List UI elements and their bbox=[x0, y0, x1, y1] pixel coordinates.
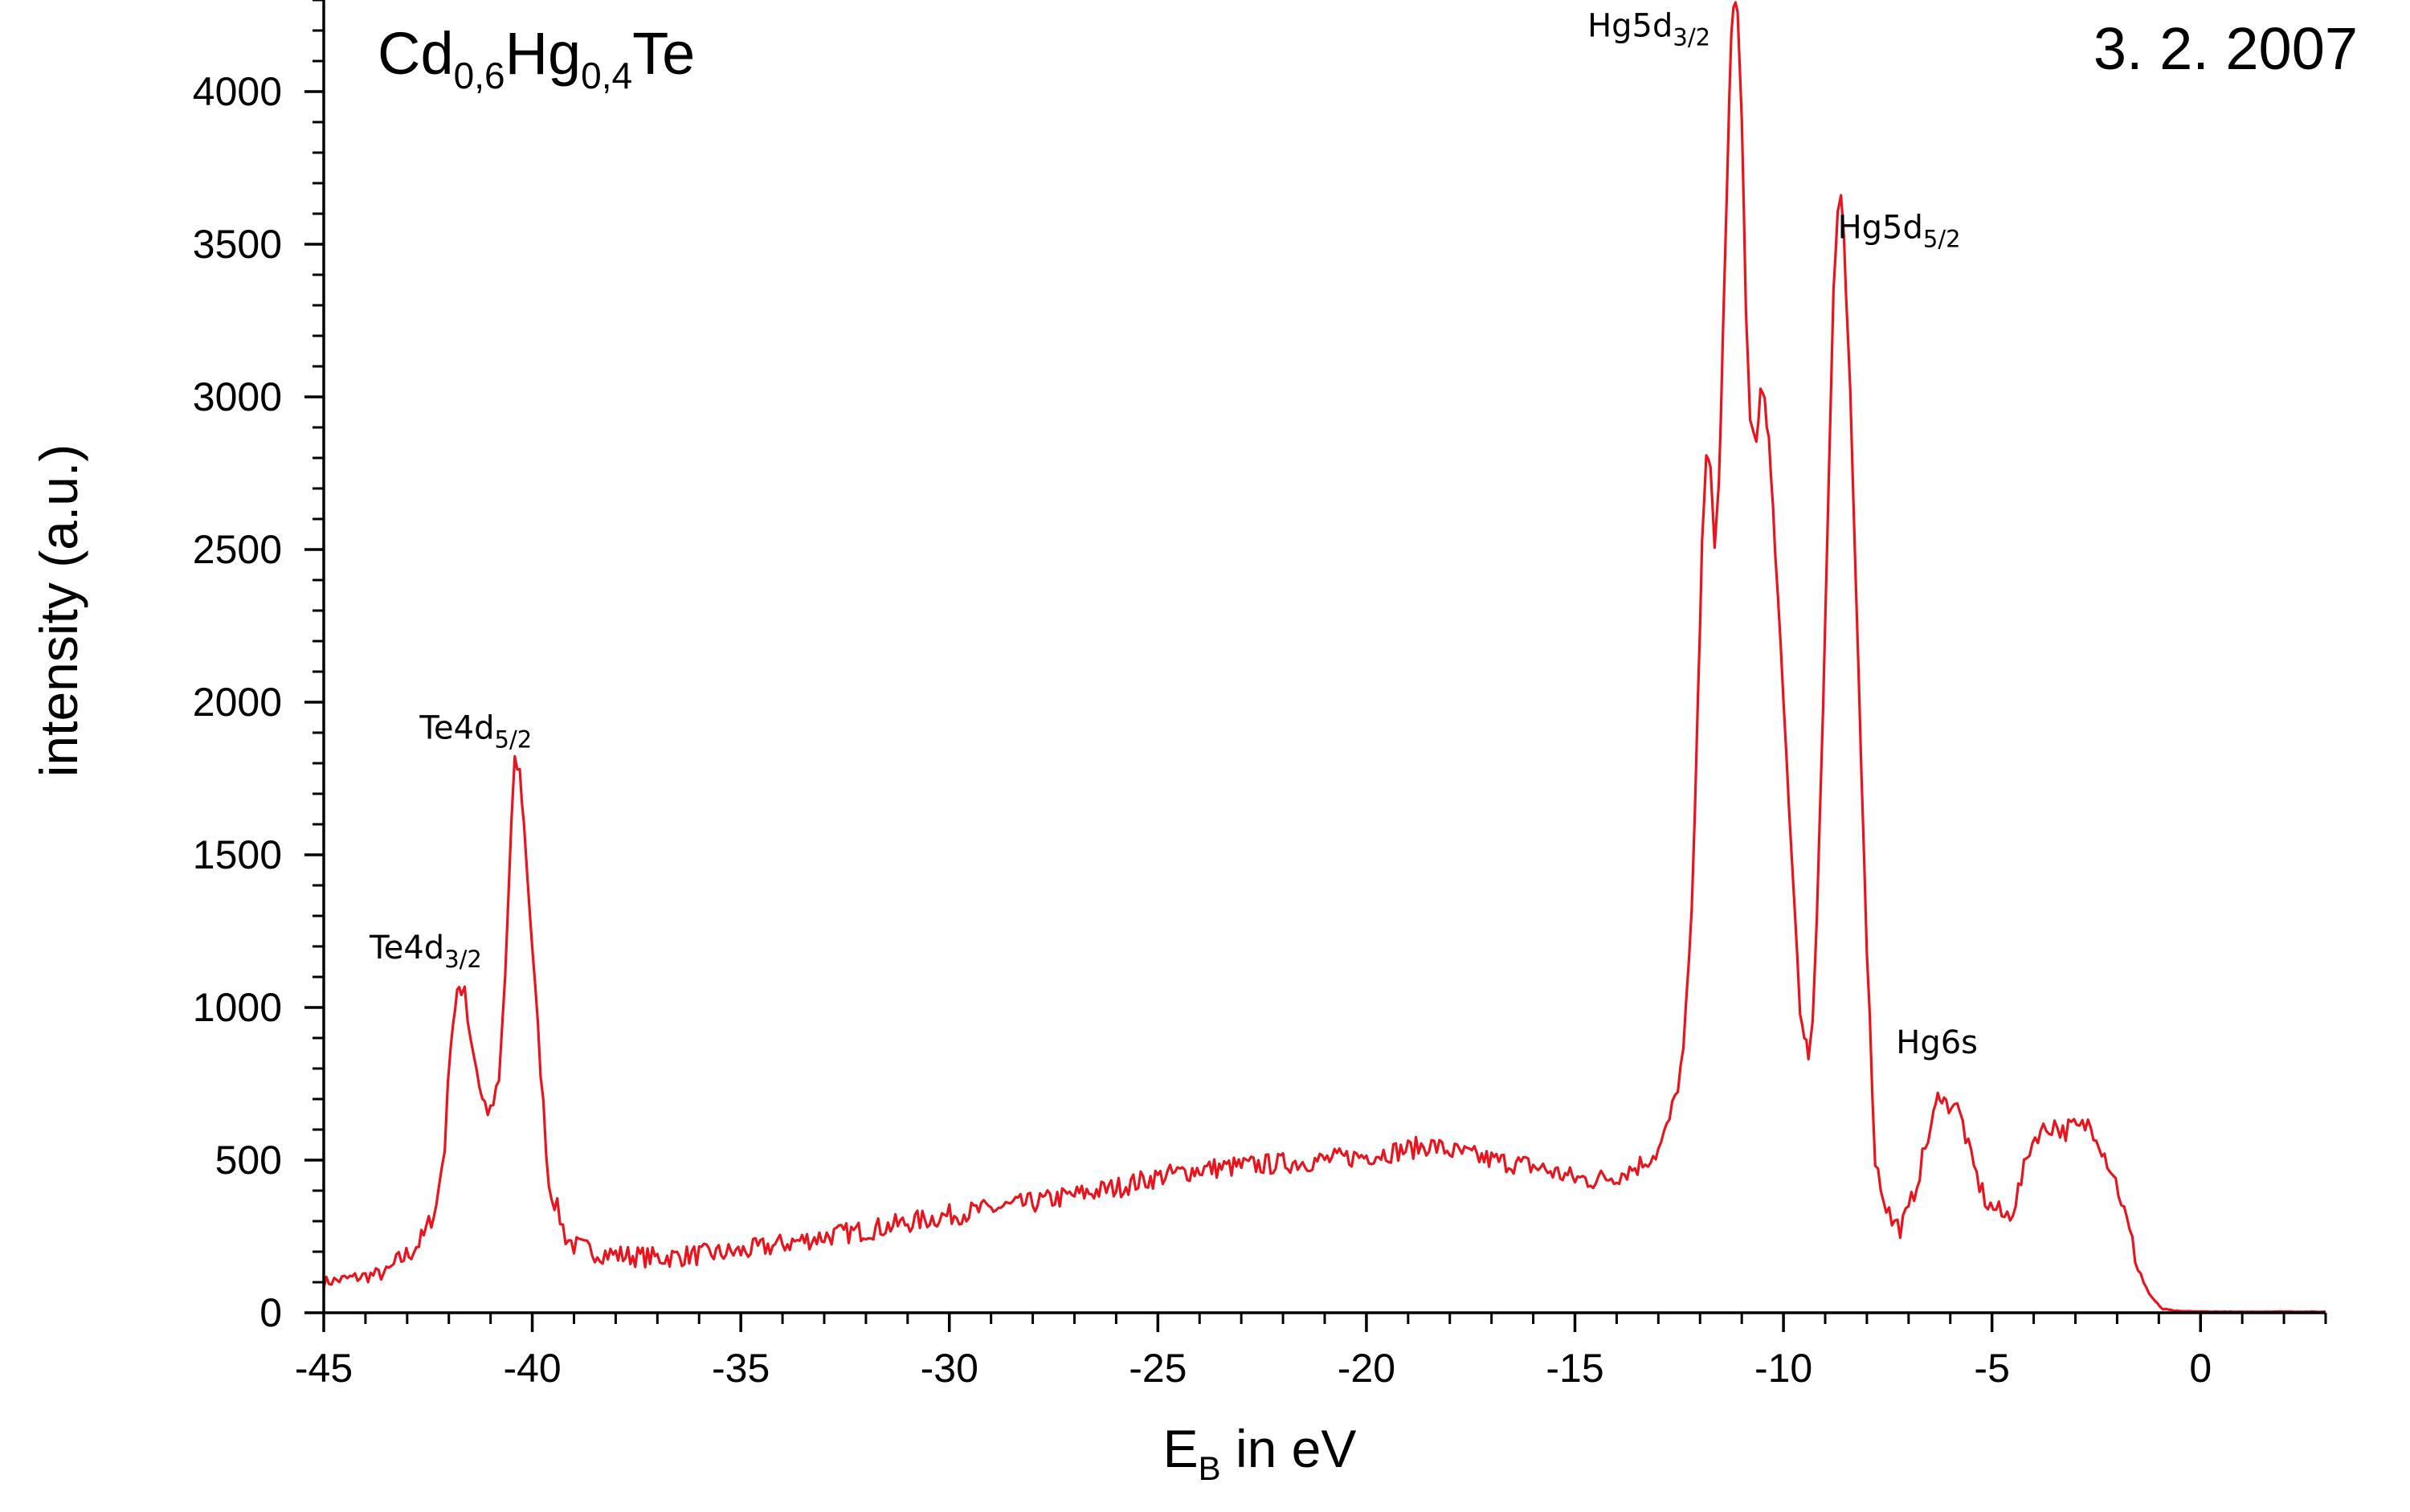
y-tick-label: 2000 bbox=[193, 680, 282, 725]
y-tick-label: 2500 bbox=[193, 527, 282, 572]
x-tick-label: -10 bbox=[1754, 1346, 1812, 1391]
y-tick-label: 0 bbox=[259, 1290, 282, 1335]
y-tick-label: 3000 bbox=[193, 374, 282, 419]
x-tick-labels: -45 -40 -35 -30 -25 -20 -15 -10 -5 0 bbox=[295, 1346, 2212, 1391]
y-tick-label: 3500 bbox=[193, 222, 282, 267]
x-tick-label: -45 bbox=[295, 1346, 353, 1391]
y-tick-label: 1500 bbox=[193, 832, 282, 877]
peak-label-hg5d52: Hg5d5/2 bbox=[1838, 209, 1961, 252]
measurement-date: 3. 2. 2007 bbox=[2093, 15, 2358, 82]
y-tick-label: 500 bbox=[215, 1138, 282, 1183]
x-axis-title: EB in eV bbox=[1163, 1419, 1357, 1487]
x-tick-label: -30 bbox=[921, 1346, 978, 1391]
peak-label-hg5d32: Hg5d3/2 bbox=[1587, 8, 1710, 51]
peak-label-te4d32: Te4d3/2 bbox=[369, 930, 482, 973]
x-tick-label: -25 bbox=[1129, 1346, 1187, 1391]
x-tick-label: -5 bbox=[1974, 1346, 2009, 1391]
peak-annotations: Te4d3/2 Te4d5/2 Hg5d3/2 Hg5d5/2 Hg6s bbox=[369, 8, 1978, 1061]
x-tick-label: -40 bbox=[503, 1346, 561, 1391]
x-tick-label: 0 bbox=[2189, 1346, 2212, 1391]
y-axis-title: intensity (a.u.) bbox=[29, 444, 88, 778]
x-tick-label: -35 bbox=[712, 1346, 770, 1391]
y-tick-label: 4000 bbox=[193, 69, 282, 114]
sample-composition-label: Cd0,6Hg0,4Te bbox=[378, 20, 695, 96]
y-tick-label: 1000 bbox=[193, 985, 282, 1030]
axis-ticks bbox=[304, 0, 2327, 1332]
x-tick-label: -20 bbox=[1338, 1346, 1395, 1391]
peak-label-te4d52: Te4d5/2 bbox=[419, 710, 532, 754]
peak-label-hg6s: Hg6s bbox=[1896, 1024, 1978, 1061]
spectrum-line bbox=[322, 1, 2326, 1314]
x-tick-label: -15 bbox=[1546, 1346, 1603, 1391]
y-tick-labels: 0 500 1000 1500 2000 2500 3000 3500 4000 bbox=[193, 69, 282, 1335]
